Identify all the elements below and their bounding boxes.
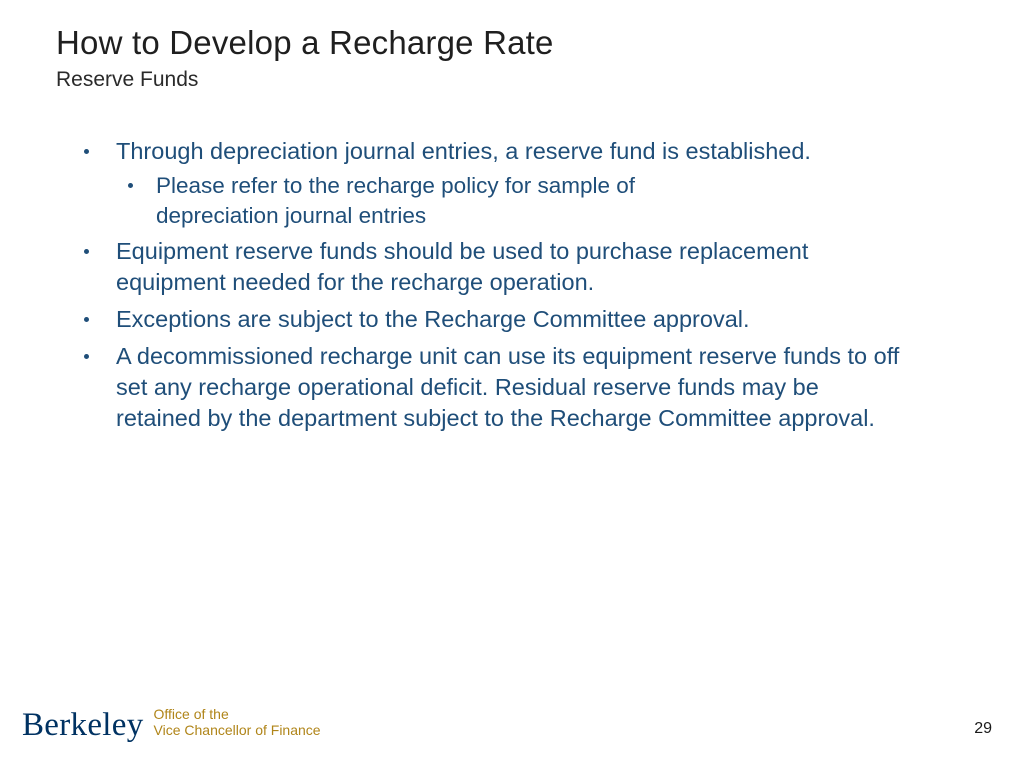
office-title: Office of the Vice Chancellor of Finance [154,706,321,742]
bullet-item: A decommissioned recharge unit can use i… [74,341,904,434]
office-line1: Office of the [154,706,321,723]
slide: How to Develop a Recharge Rate Reserve F… [0,0,1024,768]
bullet-text: Through depreciation journal entries, a … [116,138,811,164]
slide-subtitle: Reserve Funds [56,68,968,92]
bullet-text: A decommissioned recharge unit can use i… [116,343,899,431]
sub-bullet-text: Please refer to the recharge policy for … [156,173,635,228]
sub-bullet-item: Please refer to the recharge policy for … [116,171,676,230]
footer: Berkeley Office of the Vice Chancellor o… [22,706,321,742]
bullet-text: Exceptions are subject to the Recharge C… [116,306,750,332]
slide-title: How to Develop a Recharge Rate [56,24,968,62]
bullet-item: Through depreciation journal entries, a … [74,136,904,230]
bullet-item: Equipment reserve funds should be used t… [74,236,904,298]
office-line2: Vice Chancellor of Finance [154,722,321,739]
bullet-list: Through depreciation journal entries, a … [74,136,904,434]
page-number: 29 [974,720,992,738]
bullet-text: Equipment reserve funds should be used t… [116,238,808,295]
slide-content: Through depreciation journal entries, a … [74,136,904,434]
sub-bullet-list: Please refer to the recharge policy for … [116,171,904,230]
berkeley-logo: Berkeley [22,709,144,742]
bullet-item: Exceptions are subject to the Recharge C… [74,304,904,335]
